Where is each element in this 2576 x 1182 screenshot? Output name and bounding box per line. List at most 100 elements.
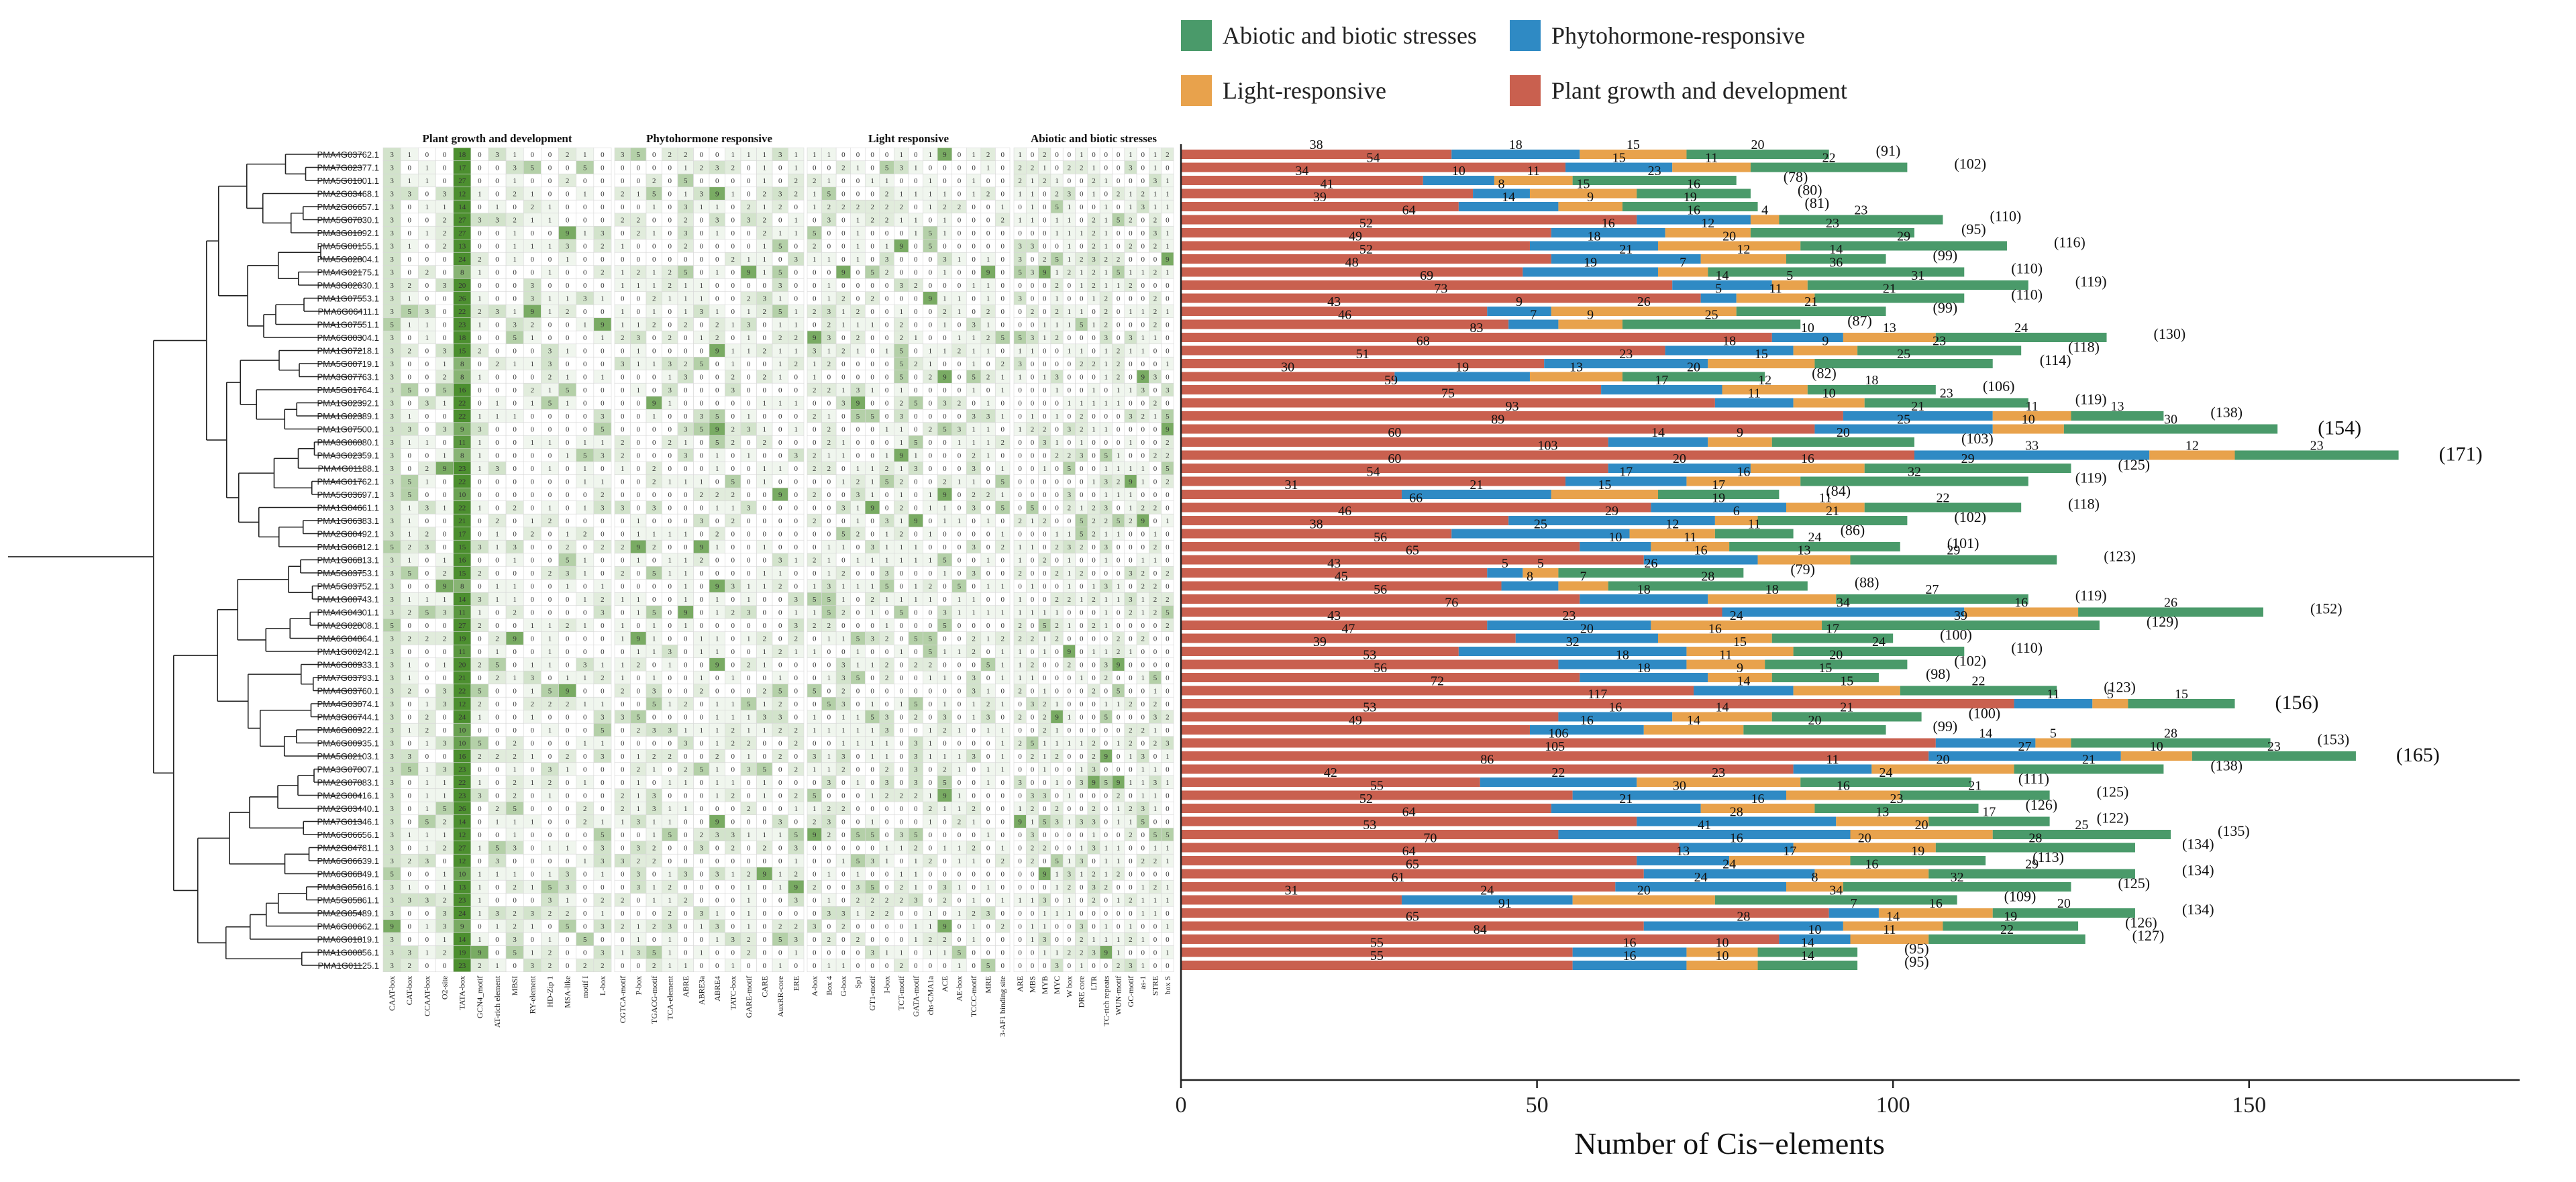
- heatmap-cell-value: 1: [531, 753, 535, 761]
- gene-label: PMA2G00416.1: [317, 791, 379, 801]
- heatmap-cell-value: 3: [684, 374, 688, 382]
- heatmap-cell-value: 0: [813, 531, 817, 539]
- heatmap-cell-value: 1: [668, 949, 672, 957]
- heatmap-cell-value: 3: [390, 857, 394, 865]
- heatmap-cell-value: 0: [700, 374, 704, 382]
- heatmap-cell-value: 3: [583, 661, 587, 669]
- heatmap-cell-value: 1: [870, 386, 874, 394]
- heatmap-cell-value: 0: [958, 465, 962, 473]
- heatmap-cell-value: 0: [621, 400, 625, 408]
- heatmap-cell-value: 1: [601, 478, 605, 486]
- heatmap-cell-value: 0: [566, 191, 570, 199]
- heatmap-cell-value: 0: [407, 217, 411, 225]
- heatmap-cell-value: 1: [972, 478, 976, 486]
- heatmap-cell-value: 0: [621, 883, 625, 892]
- heatmap-cell-value: 1: [827, 295, 831, 303]
- heatmap-cell-value: 2: [972, 452, 976, 460]
- heatmap-cell-value: 1: [601, 295, 605, 303]
- heatmap-cell-value: 0: [548, 491, 552, 499]
- heatmap-cell-value: 2: [929, 661, 933, 669]
- heatmap-cell-value: 3: [731, 831, 735, 839]
- heatmap-cell-value: 0: [731, 883, 735, 892]
- heatmap-cell-value: 1: [637, 282, 641, 290]
- heatmap-cell-value: 1: [841, 308, 845, 316]
- heatmap-cell-value: 0: [407, 374, 411, 382]
- heatmap-cell-value: 0: [652, 243, 656, 251]
- heatmap-cell-value: 0: [914, 491, 918, 499]
- gene-label: PMA5G00719.1: [317, 359, 379, 369]
- heatmap-cell-value: 1: [813, 727, 817, 735]
- heatmap-cell-value: 1: [652, 531, 656, 539]
- heatmap-cell-value: 0: [425, 374, 429, 382]
- heatmap-cell-value: 9: [778, 491, 782, 499]
- heatmap-cell-value: 0: [763, 517, 767, 525]
- heatmap-cell-value: 1: [513, 177, 517, 185]
- heatmap-cell-value: 0: [601, 360, 605, 368]
- gene-label: PMA6G01819.1: [317, 934, 379, 945]
- heatmap-cell-value: 0: [495, 727, 499, 735]
- heatmap-cell-value: 3: [601, 452, 605, 460]
- heatmap-cell-value: 1: [972, 191, 976, 199]
- heatmap-cell-value: 1: [601, 818, 605, 826]
- heatmap-cell-value: 0: [856, 426, 860, 434]
- heatmap-cell-value: 2: [885, 766, 889, 774]
- heatmap-cell-value: 0: [443, 491, 447, 499]
- heatmap-cell-value: 3: [794, 897, 798, 905]
- heatmap-cell-value: 0: [531, 478, 535, 486]
- heatmap-cell-value: 0: [700, 583, 704, 591]
- gene-label: PMA5G03697.1: [317, 490, 379, 500]
- heatmap-cell-value: 1: [531, 714, 535, 722]
- heatmap-cell-value: 5: [813, 688, 817, 696]
- heatmap-cell-value: 1: [548, 386, 552, 394]
- heatmap-cell-value: 0: [763, 386, 767, 394]
- heatmap-cell-value: 1: [929, 818, 933, 826]
- heatmap-cell-value: 1: [548, 936, 552, 944]
- heatmap-cell-value: 0: [943, 531, 947, 539]
- heatmap-cell-value: 5: [778, 936, 782, 944]
- heatmap-cell-value: 0: [478, 635, 482, 643]
- gene-label: PMA1G06813.1: [317, 555, 379, 566]
- heatmap-cell-value: 0: [929, 217, 933, 225]
- heatmap-cell-value: 0: [443, 295, 447, 303]
- heatmap-cell-value: 0: [1000, 714, 1004, 722]
- heatmap-cell-value: 0: [986, 674, 990, 682]
- heatmap-cell-value: 2: [513, 792, 517, 800]
- heatmap-cell-value: 9: [841, 269, 845, 277]
- heatmap-cell-value: 2: [548, 517, 552, 525]
- heatmap-cell-value: 1: [425, 321, 429, 329]
- heatmap-cell-value: 0: [700, 779, 704, 787]
- heatmap-cell-value: 0: [870, 426, 874, 434]
- heatmap-cell-value: 2: [443, 374, 447, 382]
- heatmap-cell-value: 0: [943, 583, 947, 591]
- heatmap-cell-value: 2: [566, 700, 570, 708]
- heatmap-cell-value: 1: [531, 923, 535, 931]
- heatmap-cell-value: 0: [566, 792, 570, 800]
- heatmap-cell-value: 1: [478, 936, 482, 944]
- heatmap-cell-value: 0: [841, 334, 845, 342]
- heatmap-cell-value: 0: [637, 426, 641, 434]
- heatmap-cell-value: 0: [566, 491, 570, 499]
- heatmap-cell-value: 3: [827, 818, 831, 826]
- heatmap-cell-value: 3: [390, 596, 394, 604]
- heatmap-cell-value: 2: [778, 923, 782, 931]
- heatmap-cell-value: 0: [443, 321, 447, 329]
- heatmap-cell-value: 2: [425, 635, 429, 643]
- heatmap-cell-value: 0: [684, 661, 688, 669]
- heatmap-cell-value: 0: [870, 779, 874, 787]
- heatmap-cell-value: 22: [458, 504, 466, 513]
- heatmap-cell-value: 3: [637, 883, 641, 892]
- heatmap-cell-value: 0: [715, 897, 719, 905]
- heatmap-cell-value: 2: [841, 164, 845, 172]
- heatmap-cell-value: 3: [914, 753, 918, 761]
- heatmap-cell-value: 1: [914, 217, 918, 225]
- heatmap-cell-value: 2: [943, 727, 947, 735]
- heatmap-cell-value: 2: [652, 543, 656, 551]
- heatmap-cell-value: 9: [443, 583, 447, 591]
- heatmap-cell-value: 2: [601, 243, 605, 251]
- heatmap-cell-value: 1: [885, 347, 889, 356]
- heatmap-cell-value: 0: [747, 622, 751, 630]
- heatmap-cell-value: 1: [668, 531, 672, 539]
- heatmap-cell-value: 0: [652, 517, 656, 525]
- heatmap-cell-value: 0: [986, 570, 990, 578]
- heatmap-cell-value: 1: [929, 753, 933, 761]
